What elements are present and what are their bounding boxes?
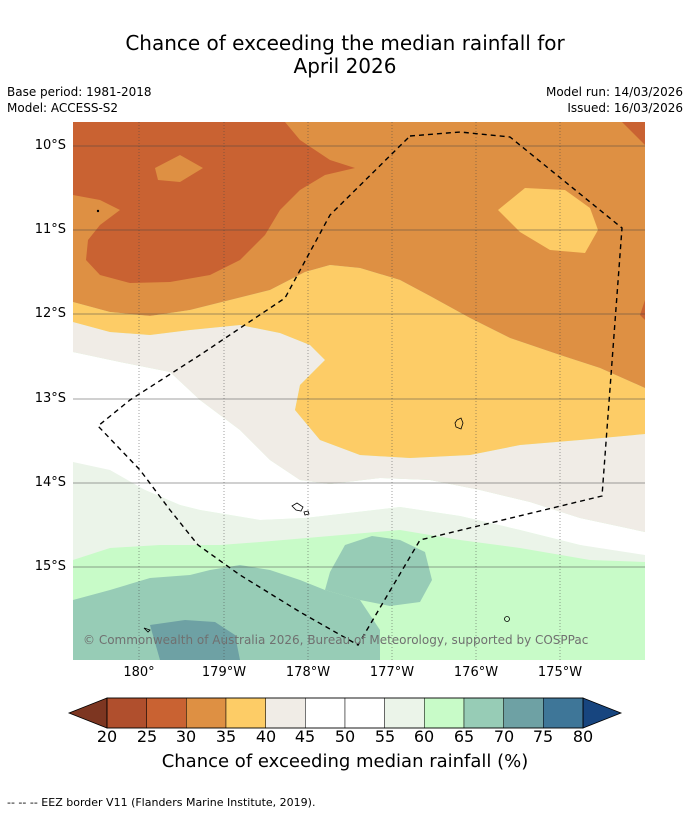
colorbar-segment — [384, 697, 425, 729]
field-dark-orange-east — [640, 300, 645, 320]
colorbar-tick-25: 25 — [136, 727, 158, 746]
lat-label-13s: 13°S — [34, 391, 66, 406]
field-teal-southwest — [73, 565, 380, 660]
colorbar-segment — [463, 697, 504, 729]
model-name: Model: ACCESS-S2 — [7, 101, 119, 115]
lon-label-177w: 177°W — [369, 665, 415, 680]
colorbar-tick-20: 20 — [96, 727, 118, 746]
colorbar-tick-70: 70 — [493, 727, 515, 746]
field-dark-orange-northwest — [73, 122, 355, 283]
colorbar-tick-45: 45 — [294, 727, 316, 746]
colorbar-tick-55: 55 — [374, 727, 396, 746]
lat-label-14s: 14°S — [34, 475, 66, 490]
colorbar-segments — [106, 697, 584, 729]
colorbar-segment — [543, 697, 584, 729]
field-pale-green — [73, 432, 645, 562]
meta-right: Model run: 14/03/2026 Issued: 16/03/2026 — [546, 84, 683, 116]
colorbar-tick-50: 50 — [334, 727, 356, 746]
lon-label-176w: 176°W — [453, 665, 499, 680]
field-orange-pocket — [155, 155, 203, 182]
lat-label-12s: 12°S — [34, 306, 66, 321]
field-dark-teal — [150, 620, 240, 660]
lon-label-179w: 179°W — [201, 665, 247, 680]
colorbar-tick-60: 60 — [413, 727, 435, 746]
island-east — [454, 417, 464, 430]
field-dark-orange-northeast — [622, 122, 645, 145]
colorbar-arrow-high — [582, 697, 623, 729]
field-cream — [73, 322, 645, 532]
map-title-line1: Chance of exceeding the median rainfall … — [125, 31, 565, 55]
colorbar-tick-75: 75 — [532, 727, 554, 746]
colorbar-arrow-low — [67, 697, 108, 729]
issued-date: Issued: 16/03/2026 — [567, 101, 683, 115]
colorbar-tick-35: 35 — [215, 727, 237, 746]
colorbar-tick-65: 65 — [453, 727, 475, 746]
field-yellow — [73, 265, 645, 458]
colorbar-segment — [186, 697, 227, 729]
island-south — [504, 616, 510, 622]
grid-lines — [73, 122, 645, 660]
lat-label-11s: 11°S — [34, 222, 66, 237]
eez-border — [96, 131, 623, 646]
colorbar-segment — [305, 697, 346, 729]
island-northwest — [96, 209, 100, 213]
field-teal-central — [325, 536, 432, 606]
model-run: Model run: 14/03/2026 — [545, 85, 683, 99]
colorbar-segment — [106, 697, 147, 729]
copyright-notice: © Commonwealth of Australia 2026, Bureau… — [83, 633, 589, 647]
colorbar-tick-30: 30 — [175, 727, 197, 746]
lon-label-175w: 175°W — [537, 665, 583, 680]
islands — [96, 209, 510, 633]
map-title-line2: April 2026 — [293, 54, 397, 78]
lat-label-15s: 15°S — [34, 559, 66, 574]
colorbar-segment — [503, 697, 544, 729]
island-reef-small — [303, 510, 310, 516]
colorbar — [67, 697, 623, 729]
colorbar-title: Chance of exceeding median rainfall (%) — [161, 751, 529, 772]
colorbar-segment — [265, 697, 306, 729]
island-reef — [291, 502, 304, 512]
field-white-band — [73, 352, 645, 555]
lat-label-10s: 10°S — [34, 138, 66, 153]
colorbar-outline — [106, 697, 584, 729]
lon-label-180: 180° — [123, 665, 155, 680]
colorbar-tick-80: 80 — [572, 727, 594, 746]
base-period: Base period: 1981-2018 — [7, 85, 152, 99]
meta-left: Base period: 1981-2018 Model: ACCESS-S2 — [7, 84, 152, 116]
colorbar-tick-40: 40 — [255, 727, 277, 746]
colorbar-segment — [344, 697, 385, 729]
field-yellow-island — [498, 188, 598, 253]
eez-footnote: -- -- -- EEZ border V11 (Flanders Marine… — [7, 796, 316, 809]
colorbar-segment — [424, 697, 465, 729]
island-southwest — [143, 627, 151, 633]
colorbar-segment — [146, 697, 187, 729]
probability-fields — [73, 122, 645, 660]
colorbar-segment — [225, 697, 266, 729]
lon-label-178w: 178°W — [285, 665, 331, 680]
